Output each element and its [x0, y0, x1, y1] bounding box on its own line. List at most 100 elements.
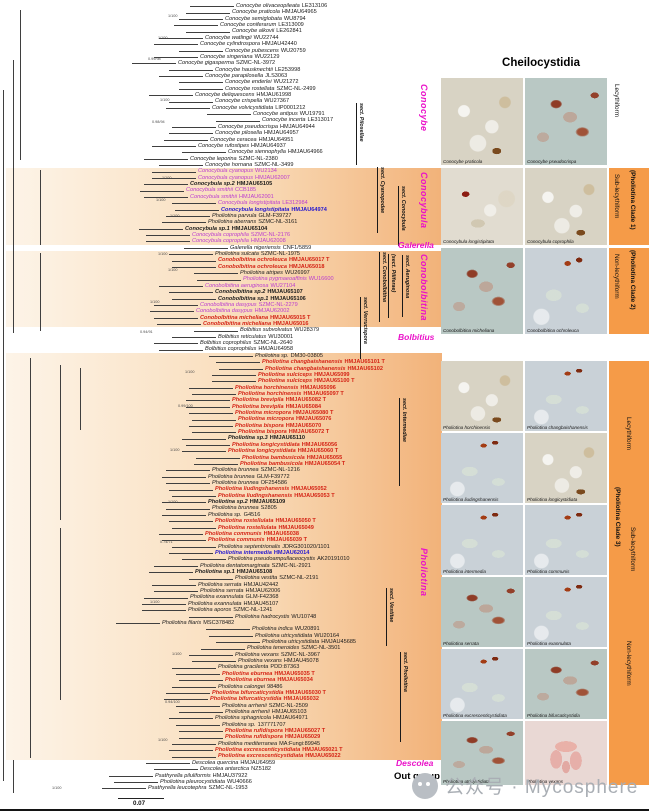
branch-line	[154, 565, 198, 567]
taxon-accession: HMJAU64951	[258, 136, 294, 143]
taxon-name: Pholiotina bifurcaticystidia	[212, 689, 284, 696]
taxon-label: Conocybula cyanopus HMJAU62007	[198, 175, 290, 181]
taxon-accession: HMJAU65101 T	[344, 359, 385, 366]
micrograph-image: Pholiotina intermedia	[441, 505, 523, 575]
branch-line	[159, 286, 203, 287]
taxon-name: Conocybe singeriana	[200, 53, 253, 60]
branch-line	[212, 375, 256, 377]
taxon-accession: SZMC-NL-1241	[233, 607, 273, 614]
taxon-label: Pholiotina bambusicola HMJAU65054 T	[240, 461, 345, 467]
taxon-label: Pholiotina utricystidiata HMJAU45685	[262, 639, 356, 645]
clade3-strip-label: Non-lecythiform	[625, 641, 632, 686]
taxon-name: Conocybula smithii	[190, 193, 237, 200]
taxon-label: Pholiotina sp. G4516	[208, 512, 260, 518]
branch-line	[109, 775, 153, 777]
taxon-name: Pholiotina brunnea	[208, 473, 255, 480]
taxon-name: Pholiotina hadrocystis	[235, 613, 290, 620]
taxon-label: Bolbitius coprophilus HMJAU64958	[205, 346, 293, 352]
taxon-name: Pholiotina liudingshanensis	[215, 486, 290, 493]
taxon-name: Pholiotina sphagnicola	[215, 715, 271, 722]
taxon-row: Pholiotina bifurcaticystidia HMJAU65032	[0, 696, 442, 702]
micrograph-caption: Pholiotina longicystidiata	[527, 497, 578, 502]
taxon-row: Conocybe leporina SZMC-NL-2380	[0, 156, 442, 162]
micrograph-caption: Pholiotina horchinensis	[443, 425, 491, 430]
taxon-label: Conocybula longistipitata LE312984	[218, 200, 308, 206]
taxon-name: Pholiotina pleurocystidiata	[160, 778, 225, 785]
taxon-accession: WU10748	[291, 613, 317, 620]
taxon-label: Pholiotina sp.1 HMJAU65108	[195, 569, 272, 575]
branch-line	[172, 127, 216, 128]
taxon-name: Galerella nigeriensis	[230, 244, 281, 251]
taxon-row: Pholiotina micropora HMJAU65076	[0, 416, 442, 422]
taxon-row: Conocybula sp.1 HMJAU65104	[0, 226, 442, 232]
taxon-label: Pholiotina arrhenii HMJAU65103	[225, 709, 307, 715]
branch-line	[166, 508, 210, 510]
sect-label: sect. Conocybula	[398, 186, 406, 246]
sect-label: sect. Conobolbitina	[379, 252, 387, 322]
taxon-row: Conocybe volvicystidiata LIP0001212	[0, 105, 442, 111]
taxon-accession: HMJAU65070	[285, 422, 322, 429]
clade-band-conocybula	[6, 168, 442, 245]
taxon-row: Pholiotina aberrans SZMC-NL-3161	[0, 219, 442, 225]
taxon-label: Conocybula smithii HMJAU62001	[190, 194, 274, 200]
taxon-accession: WU8794	[283, 15, 306, 22]
taxon-name: Pholiotina intermedia	[215, 549, 272, 556]
taxon-name: Conocybe enderlei	[225, 79, 272, 86]
taxon-label: Pholiotina pygmaeoaffinis WU16600	[243, 276, 334, 282]
taxon-row: Pholiotina micropora HMJAU65080 T	[0, 410, 442, 416]
taxon-accession: SZMC-NL-2380	[238, 155, 278, 162]
taxon-name: Conocybe rufostipes	[198, 142, 249, 149]
branch-line	[102, 788, 146, 790]
branch-line	[166, 107, 210, 109]
taxon-row: Conocybe antipus WU19791	[0, 111, 442, 117]
taxon-accession: WU19791	[299, 111, 325, 118]
branch-line	[154, 305, 198, 307]
branch-line	[182, 559, 226, 561]
micrograph-image: Conocybula coprophila	[525, 168, 607, 245]
scale-bar-label: 0.07	[133, 800, 146, 807]
taxon-accession: HMJAU65055	[306, 454, 343, 461]
taxon-row: Pholiotina serrata HMJAU62006	[0, 588, 442, 594]
taxon-row: Pholiotina arrhenii HMJAU65103	[0, 709, 442, 715]
taxon-accession: LE313009	[278, 22, 304, 29]
taxon-accession: HMJAU65049	[278, 524, 314, 531]
branch-line	[194, 330, 238, 332]
taxon-label: Pholiotina horchinensis HMJAU65097 T	[238, 391, 344, 397]
taxon-accession: HMJAU65039 T	[266, 537, 307, 544]
sect-label: (sect. Piliferae)	[388, 254, 396, 318]
taxon-row: Conocybe watlingii WU22744	[0, 35, 442, 41]
taxon-label: Pholiotina communis HMJAU65038	[205, 531, 299, 537]
taxon-name: Pholiotina mediterranea	[218, 740, 278, 747]
taxon-accession: HMJAU64944	[280, 123, 315, 130]
taxon-name: Pholiotina filaris	[162, 619, 202, 626]
taxon-name: Conocybe olivaceopileata	[236, 3, 300, 9]
taxon-name: Bolbitius coprophilus	[205, 346, 257, 353]
taxon-label: Pholiotina atripes WU26997	[240, 270, 310, 276]
taxon-label: Conocybula cyanopus WU2134	[198, 168, 277, 174]
taxon-label: Pholiotina filaris MSC378482	[162, 620, 234, 626]
taxon-row: Conocybe deliquescens HMJAU61998	[0, 92, 442, 98]
taxon-name: Conocybula sp.1	[185, 225, 230, 232]
taxon-accession: HMJAU64959	[240, 759, 276, 766]
taxon-label: Conocybe parapilosella JLS3063	[205, 73, 287, 79]
branch-line	[216, 362, 260, 364]
taxon-accession: SZMC-NL-2191	[279, 575, 319, 582]
taxon-accession: 137771707	[257, 721, 286, 728]
taxon-label: Conocybe rostellata SZMC-NL-2499	[225, 86, 316, 92]
branch-line	[132, 63, 176, 65]
taxon-row: Pholiotina changbaishanensis HMJAU65101 T	[0, 359, 442, 365]
taxon-accession: G4516	[243, 511, 261, 518]
taxon-label: Conobolbitina dasypus HMJAU62002	[196, 308, 289, 314]
taxon-row: Conobolbitina sp.1 HMJAU65106	[0, 296, 442, 302]
taxon-label: Conocybe ceracea HMJAU64951	[210, 137, 293, 143]
branch-line	[164, 699, 208, 701]
taxon-accession: HMJAU65110	[269, 435, 305, 442]
taxon-name: Conocybe pilosella	[215, 130, 262, 137]
taxon-label: Pholiotina horchinensis HMJAU65096	[235, 385, 336, 391]
branch-line	[172, 686, 216, 688]
branch-line	[172, 298, 216, 300]
taxon-accession: HMJAU45685	[321, 639, 357, 645]
taxon-name: Conobolbitina aeruginosa	[205, 282, 269, 289]
taxon-row: Pholiotina bispora HMJAU65072 T	[0, 429, 442, 435]
taxon-accession: WU26997	[284, 270, 310, 277]
